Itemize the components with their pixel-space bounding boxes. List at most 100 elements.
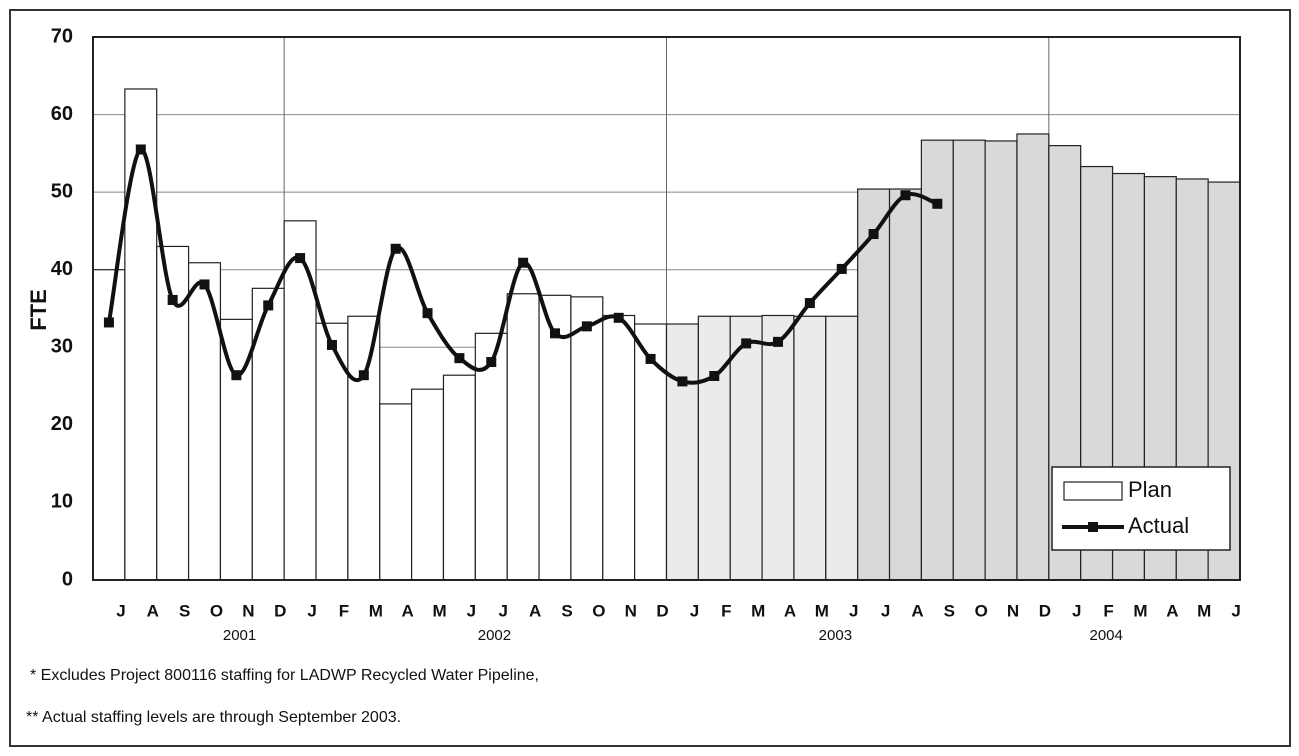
frame <box>9 9 1291 747</box>
footnote: ** Actual staffing levels are through Se… <box>26 709 401 726</box>
legend-box <box>1051 466 1231 551</box>
x-tick-label: N <box>625 601 637 620</box>
point <box>549 328 560 339</box>
x-tick-label: J <box>499 601 508 620</box>
bar <box>506 293 540 581</box>
x-tick-label: J <box>307 601 316 620</box>
x-tick-label: O <box>975 601 988 620</box>
bar <box>442 374 476 581</box>
x-tick-label: A <box>402 601 414 620</box>
x-tick-label: A <box>784 601 796 620</box>
x-tick-label: F <box>1103 601 1113 620</box>
y-tick-label: 0 <box>62 568 73 590</box>
x-tick-label: J <box>881 601 890 620</box>
point <box>358 370 369 381</box>
y-axis-label: FTE <box>26 289 51 331</box>
bar <box>761 314 795 581</box>
legend-swatch <box>1088 522 1098 532</box>
plot-border <box>92 36 1241 581</box>
point <box>581 321 592 332</box>
point <box>295 253 306 264</box>
bar <box>888 188 922 581</box>
x-tick-label: A <box>147 601 159 620</box>
point <box>167 294 178 305</box>
point <box>263 300 274 311</box>
bar <box>124 88 158 581</box>
legend-label: Plan <box>1128 477 1172 502</box>
point <box>422 308 433 319</box>
bar <box>411 388 445 581</box>
point <box>390 243 401 254</box>
bar <box>984 140 1018 581</box>
year-label: 2004 <box>1089 627 1122 644</box>
y-tick-label: 10 <box>51 491 73 513</box>
x-tick-label: S <box>561 601 572 620</box>
x-tick-label: J <box>690 601 699 620</box>
point <box>199 279 210 290</box>
x-tick-label: F <box>339 601 349 620</box>
y-tick-label: 50 <box>51 180 73 202</box>
x-tick-label: M <box>369 601 383 620</box>
point <box>645 353 656 364</box>
bar <box>793 315 827 581</box>
x-tick-label: M <box>1197 601 1211 620</box>
legend-label: Actual <box>1128 513 1189 538</box>
point <box>103 317 114 328</box>
point <box>804 298 815 309</box>
point <box>613 312 624 323</box>
point <box>900 190 911 201</box>
point <box>454 353 465 364</box>
x-tick-label: F <box>721 601 731 620</box>
bar <box>1016 133 1050 581</box>
x-tick-label: J <box>467 601 476 620</box>
bar <box>665 323 699 581</box>
point <box>231 370 242 381</box>
x-tick-label: A <box>911 601 923 620</box>
x-tick-label: O <box>210 601 223 620</box>
x-tick-label: O <box>592 601 605 620</box>
x-tick-label: S <box>944 601 955 620</box>
x-tick-label: D <box>274 601 286 620</box>
bar <box>379 403 413 581</box>
bar <box>952 139 986 581</box>
point <box>741 338 752 349</box>
point <box>709 370 720 381</box>
x-tick-label: A <box>1166 601 1178 620</box>
x-tick-label: M <box>751 601 765 620</box>
x-tick-label: J <box>849 601 858 620</box>
bar <box>825 315 859 581</box>
point <box>326 339 337 350</box>
x-tick-label: M <box>1133 601 1147 620</box>
point <box>486 357 497 368</box>
y-tick-label: 30 <box>51 336 73 358</box>
bar <box>920 139 954 581</box>
point <box>135 144 146 155</box>
x-tick-label: S <box>179 601 190 620</box>
bar <box>602 314 636 581</box>
x-tick-label: N <box>242 601 254 620</box>
x-tick-label: A <box>529 601 541 620</box>
y-tick-label: 70 <box>51 25 73 47</box>
bar <box>347 315 381 581</box>
year-label: 2001 <box>223 627 256 644</box>
point <box>868 229 879 240</box>
x-tick-label: M <box>815 601 829 620</box>
bar <box>697 315 731 581</box>
x-tick-label: N <box>1007 601 1019 620</box>
x-tick-label: J <box>1072 601 1081 620</box>
x-tick-label: J <box>116 601 125 620</box>
point <box>932 198 943 209</box>
point <box>773 336 784 347</box>
point <box>836 263 847 274</box>
year-label: 2002 <box>478 627 511 644</box>
year-label: 2003 <box>819 627 852 644</box>
x-tick-label: J <box>1231 601 1240 620</box>
x-tick-label: D <box>656 601 668 620</box>
x-tick-label: D <box>1039 601 1051 620</box>
point <box>677 376 688 387</box>
point <box>518 257 529 268</box>
bar <box>570 296 604 581</box>
y-tick-label: 60 <box>51 103 73 125</box>
footnote: * Excludes Project 800116 staffing for L… <box>30 667 539 684</box>
y-tick-label: 20 <box>51 413 73 435</box>
